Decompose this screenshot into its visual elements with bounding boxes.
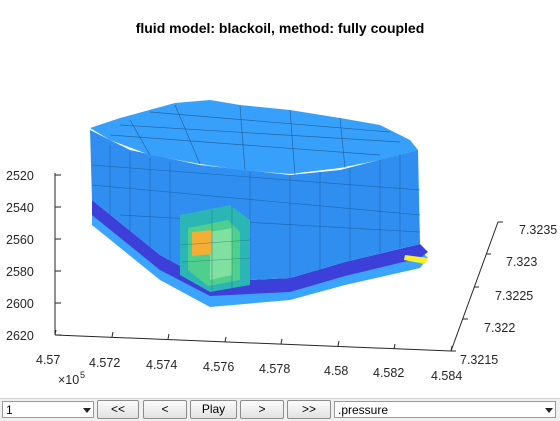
x-tick-label: 4.576 <box>203 360 234 374</box>
x-tick-label: 4.578 <box>259 362 290 376</box>
y-tick-label: 7.3235 <box>519 223 557 237</box>
chevron-down-icon <box>545 408 553 413</box>
z-tick-label: 2600 <box>6 297 34 311</box>
z-tick-label: 2520 <box>6 169 34 183</box>
previous-frame-button[interactable]: < <box>143 400 187 419</box>
bottom-layer-deep <box>92 200 428 296</box>
playback-controls: 1 << < Play > >> .pressure <box>0 398 560 421</box>
corner-yellow-cell <box>404 255 428 264</box>
high-pressure-zone-light-green <box>210 228 232 280</box>
top-surface <box>90 100 418 174</box>
field-select[interactable]: .pressure <box>334 401 556 418</box>
y-tick-label: 7.3225 <box>495 289 533 303</box>
x-exponent-power: 5 <box>80 370 85 380</box>
z-tick-label: 2620 <box>6 329 34 343</box>
z-tick-label: 2560 <box>6 233 34 247</box>
z-tick-label: 2580 <box>6 265 34 279</box>
y-tick-label: 7.3215 <box>460 353 498 367</box>
step-select-value: 1 <box>6 403 13 417</box>
reservoir-grid-mesh <box>90 100 428 307</box>
x-axis-line <box>54 334 452 352</box>
x-tick-label: 4.574 <box>146 358 177 372</box>
bottom-layer-light <box>92 210 428 307</box>
field-select-value: .pressure <box>338 403 389 417</box>
next-frame-button[interactable]: > <box>240 400 284 419</box>
x-tick-label: 4.572 <box>89 356 120 370</box>
z-axis-ticks <box>55 174 61 336</box>
x-exponent-base: ×10 <box>58 373 79 387</box>
play-button[interactable]: Play <box>190 400 237 419</box>
x-tick-label: 4.584 <box>431 369 462 383</box>
z-tick-label: 2540 <box>6 201 34 215</box>
y-axis-ticks <box>451 221 503 352</box>
front-side-face <box>90 130 420 282</box>
plot-title: fluid model: blackoil, method: fully cou… <box>135 20 425 36</box>
last-frame-button[interactable]: >> <box>287 400 331 419</box>
x-tick-label: 4.582 <box>373 366 404 380</box>
reservoir-3d-plot: 2520 2540 2560 2580 2600 2620 4.57 4.572… <box>6 100 557 387</box>
y-tick-label: 7.323 <box>506 255 537 269</box>
y-tick-labels: 7.3215 7.322 7.3225 7.323 7.3235 <box>460 223 557 367</box>
y-tick-label: 7.322 <box>484 321 515 335</box>
max-pressure-cell <box>192 230 212 256</box>
x-axis-ticks <box>54 329 453 352</box>
figure-window: fluid model: blackoil, method: fully cou… <box>6 20 558 387</box>
x-tick-label: 4.57 <box>36 353 60 367</box>
x-tick-labels: 4.57 4.572 4.574 4.576 4.578 4.58 4.582 … <box>36 353 462 383</box>
first-frame-button[interactable]: << <box>97 400 139 419</box>
x-exponent-label: ×10 5 <box>58 370 85 387</box>
step-select[interactable]: 1 <box>2 401 94 418</box>
chevron-down-icon <box>83 408 91 413</box>
x-tick-label: 4.58 <box>324 364 348 378</box>
z-tick-labels: 2520 2540 2560 2580 2600 2620 <box>6 169 34 343</box>
